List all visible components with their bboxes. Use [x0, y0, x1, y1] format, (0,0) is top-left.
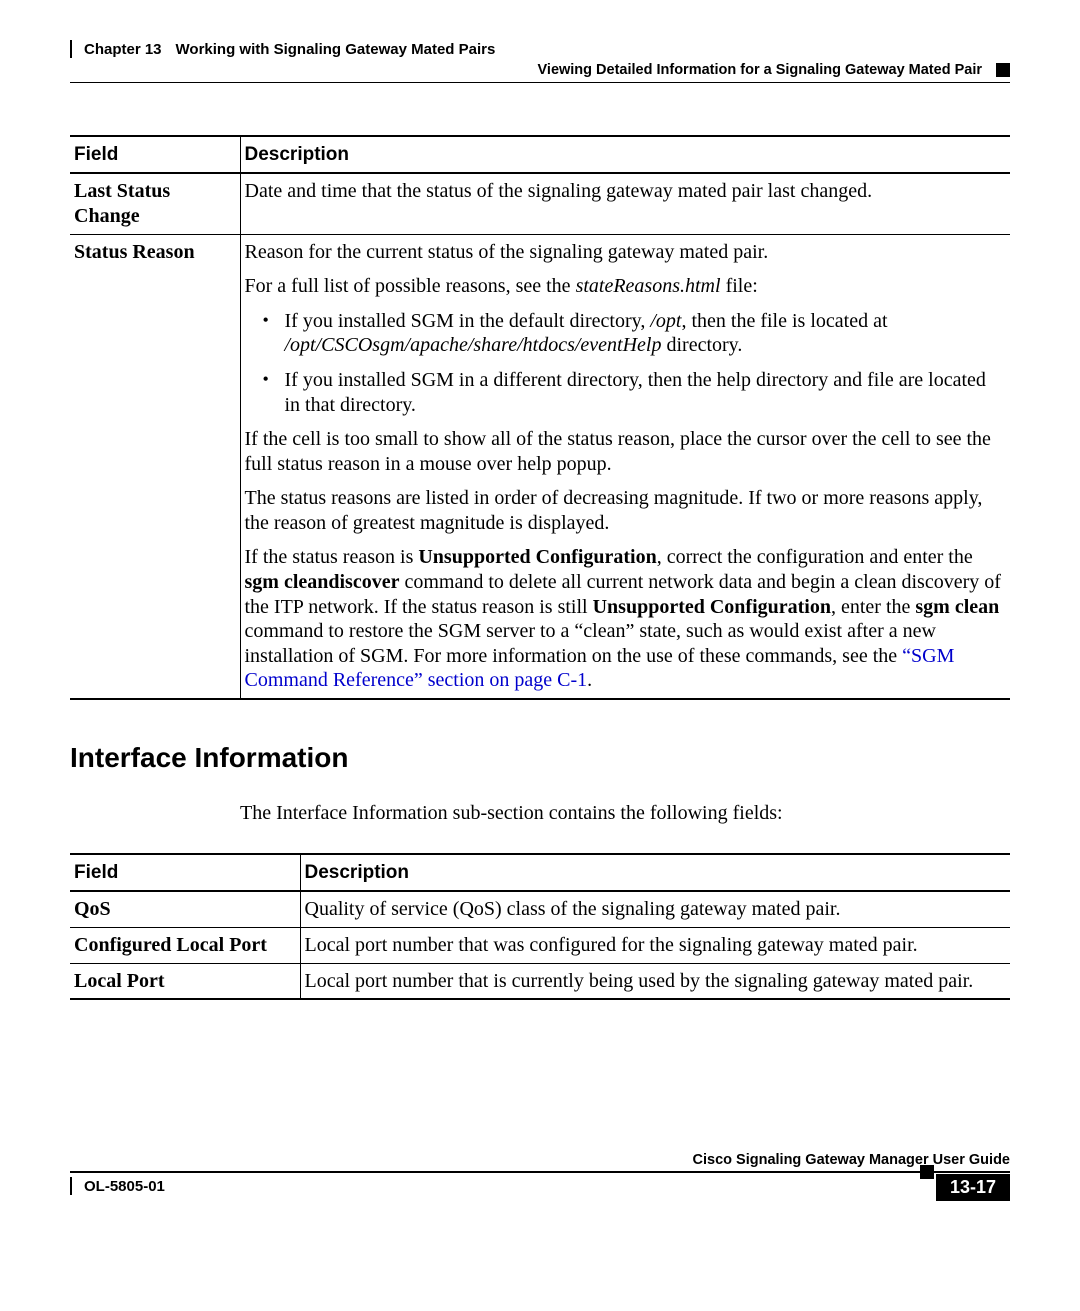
text-span: .: [587, 669, 592, 691]
desc-last-status-change: Date and time that the status of the sig…: [240, 173, 1010, 234]
desc-qos: Quality of service (QoS) class of the si…: [300, 891, 1010, 927]
page: Chapter 13 Working with Signaling Gatewa…: [0, 0, 1080, 1311]
footer-guide-title: Cisco Signaling Gateway Manager User Gui…: [70, 1152, 1010, 1168]
table-row: Configured Local Port Local port number …: [70, 928, 1010, 964]
desc-status-reason: Reason for the current status of the sig…: [240, 234, 1010, 699]
footer-left: OL-5805-01: [70, 1177, 165, 1195]
text-span: , enter the: [831, 596, 915, 618]
desc-text: For a full list of possible reasons, see…: [245, 274, 1003, 299]
bold-text: sgm clean: [915, 596, 999, 618]
desc-text: The status reasons are listed in order o…: [245, 486, 1003, 535]
table-row: Last Status Change Date and time that th…: [70, 173, 1010, 234]
text-span: If the status reason is: [245, 546, 419, 568]
bullet-list: If you installed SGM in the default dire…: [245, 309, 1003, 417]
text-span: For a full list of possible reasons, see…: [245, 275, 576, 297]
th-field: Field: [70, 136, 240, 173]
section-intro: The Interface Information sub-section co…: [240, 802, 1010, 825]
text-span: directory.: [661, 334, 742, 356]
header-vertical-bar: [70, 40, 72, 58]
text-span: command to restore the SGM server to a “…: [245, 620, 936, 667]
field-last-status-change: Last Status Change: [70, 173, 240, 234]
text-span: file:: [721, 275, 758, 297]
desc-configured-local-port: Local port number that was configured fo…: [300, 928, 1010, 964]
header-sub-line: Viewing Detailed Information for a Signa…: [70, 62, 1010, 78]
footer-rule: [70, 1171, 1010, 1173]
header-top-line: Chapter 13 Working with Signaling Gatewa…: [70, 40, 1010, 58]
italic-text: stateReasons.html: [576, 275, 721, 297]
desc-text: Date and time that the status of the sig…: [245, 179, 1003, 204]
table-header-row: Field Description: [70, 854, 1010, 891]
text-span: If you installed SGM in the default dire…: [285, 310, 651, 332]
header-rule: [70, 82, 1010, 83]
chapter-title: Working with Signaling Gateway Mated Pai…: [176, 41, 496, 58]
page-footer: Cisco Signaling Gateway Manager User Gui…: [70, 1152, 1010, 1201]
chapter-label: Chapter 13: [84, 41, 162, 58]
bold-text: Unsupported Configuration: [593, 596, 831, 618]
table-row: QoS Quality of service (QoS) class of th…: [70, 891, 1010, 927]
text-span: , then the file is located at: [681, 310, 887, 332]
desc-local-port: Local port number that is currently bein…: [300, 963, 1010, 999]
header-square-icon: [996, 63, 1010, 77]
section-heading: Interface Information: [70, 742, 1010, 774]
field-status-reason: Status Reason: [70, 234, 240, 699]
desc-text: If the status reason is Unsupported Conf…: [245, 545, 1003, 693]
th-description: Description: [300, 854, 1010, 891]
bold-text: sgm cleandiscover: [245, 571, 400, 593]
table-row: Local Port Local port number that is cur…: [70, 963, 1010, 999]
table-header-row: Field Description: [70, 136, 1010, 173]
table-row: Status Reason Reason for the current sta…: [70, 234, 1010, 699]
list-item: If you installed SGM in a different dire…: [271, 368, 1003, 417]
footer-square-icon: [920, 1165, 934, 1179]
footer-bottom-row: OL-5805-01 13-17: [70, 1177, 1010, 1201]
desc-text: If the cell is too small to show all of …: [245, 427, 1003, 476]
bold-text: Unsupported Configuration: [418, 546, 656, 568]
footer-vertical-bar: [70, 1177, 72, 1195]
desc-text: Reason for the current status of the sig…: [245, 240, 1003, 265]
italic-text: /opt/CSCOsgm/apache/share/htdocs/eventHe…: [285, 334, 662, 356]
italic-text: /opt: [650, 310, 681, 332]
section-subtitle: Viewing Detailed Information for a Signa…: [538, 62, 983, 78]
field-qos: QoS: [70, 891, 300, 927]
field-local-port: Local Port: [70, 963, 300, 999]
footer-page-number: 13-17: [936, 1174, 1010, 1201]
footer-doc-number: OL-5805-01: [84, 1178, 165, 1195]
field-configured-local-port: Configured Local Port: [70, 928, 300, 964]
interface-table: Field Description QoS Quality of service…: [70, 853, 1010, 1000]
status-table: Field Description Last Status Change Dat…: [70, 135, 1010, 700]
th-description: Description: [240, 136, 1010, 173]
th-field: Field: [70, 854, 300, 891]
text-span: , correct the configuration and enter th…: [657, 546, 973, 568]
list-item: If you installed SGM in the default dire…: [271, 309, 1003, 358]
